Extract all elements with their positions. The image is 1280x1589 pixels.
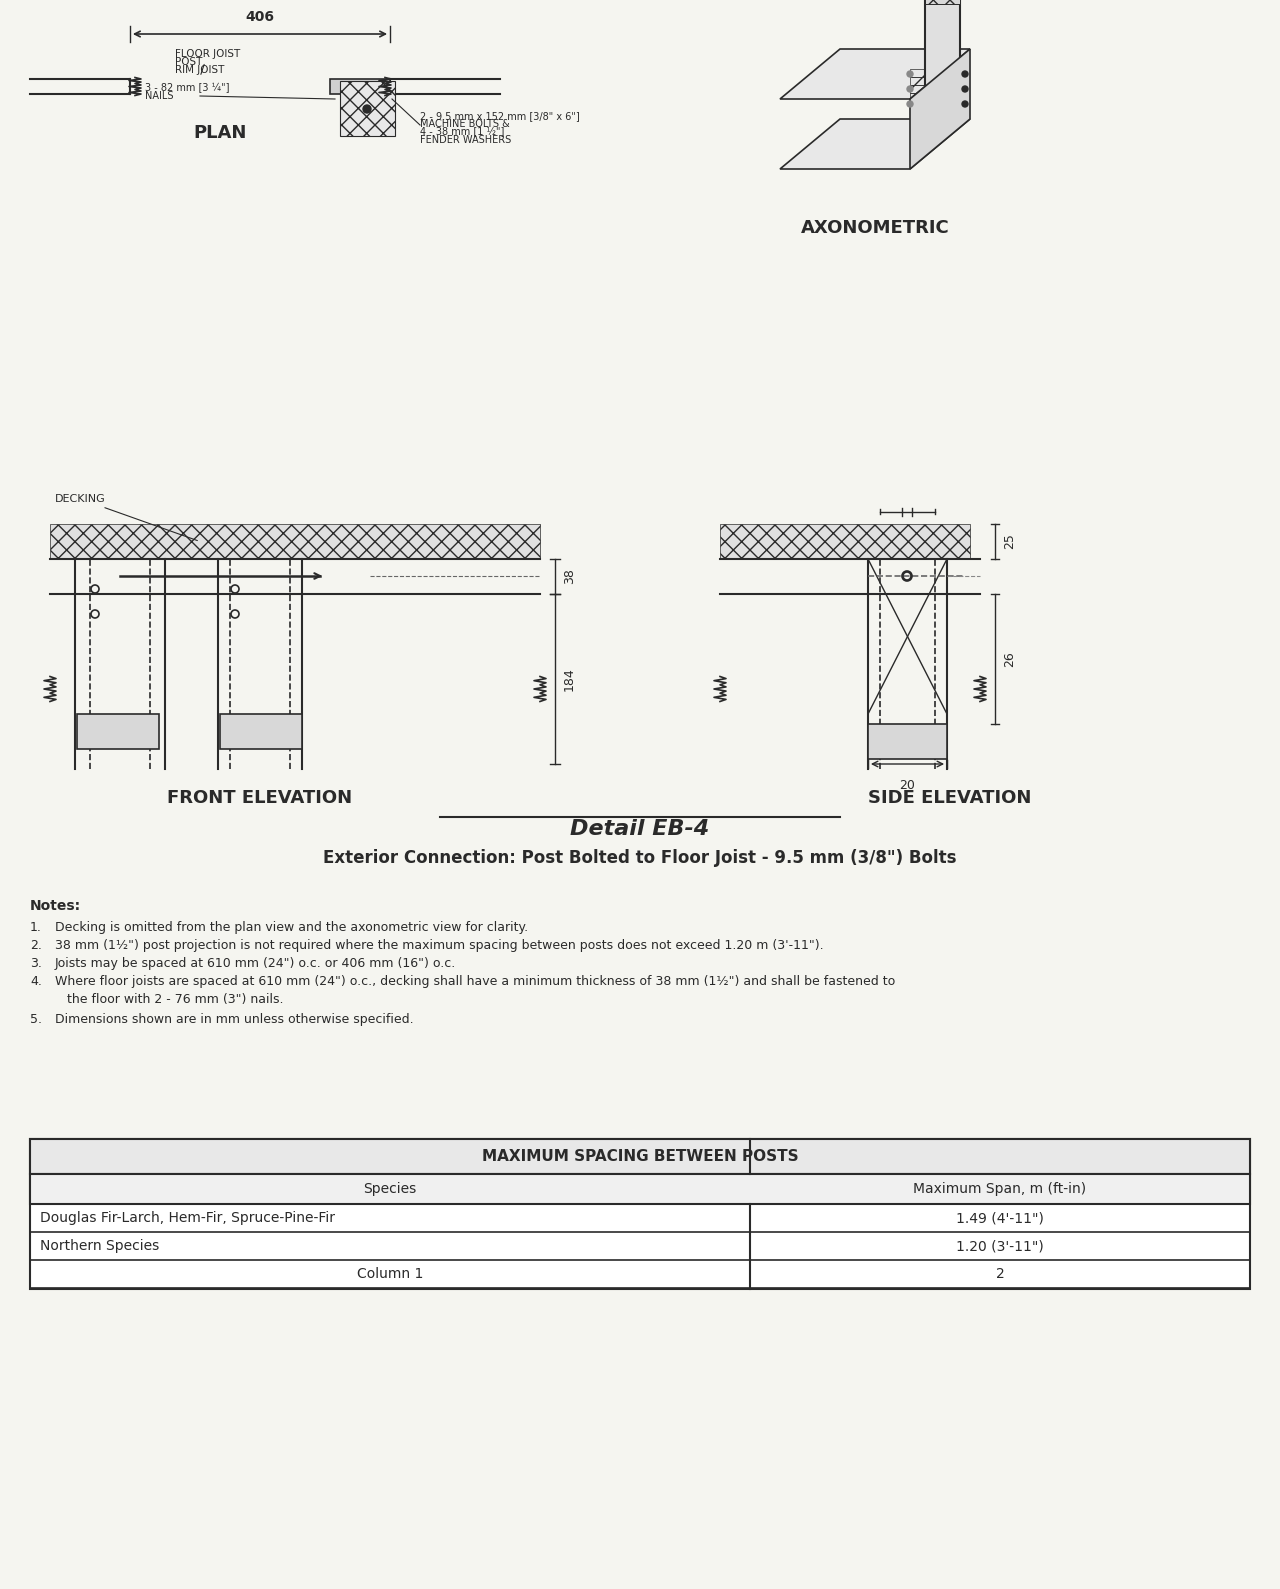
Text: 1.: 1. (29, 922, 42, 934)
Text: AXONOMETRIC: AXONOMETRIC (800, 219, 950, 237)
Text: 4 - 38 mm [1 ½"]: 4 - 38 mm [1 ½"] (420, 127, 504, 137)
Text: 4.: 4. (29, 976, 42, 988)
Bar (925, 0, 960, 5)
Circle shape (963, 102, 968, 106)
Text: Decking is omitted from the plan view and the axonometric view for clarity.: Decking is omitted from the plan view an… (55, 922, 529, 934)
Text: MAXIMUM SPACING BETWEEN POSTS: MAXIMUM SPACING BETWEEN POSTS (481, 1149, 799, 1165)
Circle shape (963, 72, 968, 76)
Bar (330, 79, 390, 94)
Text: Douglas Fir-Larch, Hem-Fir, Spruce-Pine-Fir: Douglas Fir-Larch, Hem-Fir, Spruce-Pine-… (40, 1211, 335, 1225)
Text: Exterior Connection: Post Bolted to Floor Joist - 9.5 mm (3/8") Bolts: Exterior Connection: Post Bolted to Floo… (324, 849, 956, 868)
Text: POST: POST (175, 57, 202, 67)
Text: Column 1: Column 1 (357, 1266, 424, 1281)
Text: FRONT ELEVATION: FRONT ELEVATION (168, 790, 352, 807)
Text: Maximum Span, m (ft-in): Maximum Span, m (ft-in) (914, 1182, 1087, 1197)
Bar (29, 1174, 1251, 1204)
Text: RIM JOIST: RIM JOIST (175, 65, 224, 75)
Text: 2.: 2. (29, 939, 42, 952)
Text: 5.: 5. (29, 1014, 42, 1026)
Bar (910, 84, 925, 94)
Text: 26: 26 (1004, 651, 1016, 667)
Polygon shape (780, 119, 970, 168)
Text: Joists may be spaced at 610 mm (24") o.c. or 406 mm (16") o.c.: Joists may be spaced at 610 mm (24") o.c… (55, 957, 456, 969)
Polygon shape (910, 49, 970, 168)
Text: NAILS: NAILS (145, 91, 174, 102)
Text: 3.: 3. (29, 957, 42, 969)
Bar (77, 713, 159, 748)
Circle shape (963, 86, 968, 92)
Text: Notes:: Notes: (29, 899, 81, 914)
Bar (925, 0, 960, 110)
Text: FLOOR JOIST: FLOOR JOIST (175, 49, 241, 75)
Text: 2 - 9.5 mm x 152 mm [3/8" x 6"]: 2 - 9.5 mm x 152 mm [3/8" x 6"] (420, 111, 580, 121)
Bar (220, 713, 302, 748)
Text: Dimensions shown are in mm unless otherwise specified.: Dimensions shown are in mm unless otherw… (55, 1014, 413, 1026)
Text: Where floor joists are spaced at 610 mm (24") o.c., decking shall have a minimum: Where floor joists are spaced at 610 mm … (55, 976, 895, 988)
Polygon shape (780, 49, 970, 99)
Circle shape (908, 102, 913, 106)
Text: 2: 2 (996, 1266, 1005, 1281)
Text: PLAN: PLAN (193, 124, 247, 141)
Bar (910, 94, 925, 102)
Text: SIDE ELEVATION: SIDE ELEVATION (868, 790, 1032, 807)
Text: 184: 184 (563, 667, 576, 691)
Text: 1.20 (3'-11"): 1.20 (3'-11") (956, 1239, 1044, 1254)
Text: FENDER WASHERS: FENDER WASHERS (420, 135, 511, 145)
Text: Species: Species (364, 1182, 416, 1197)
Bar (29, 1139, 1251, 1174)
Bar (719, 524, 970, 559)
Circle shape (364, 105, 371, 113)
Circle shape (908, 72, 913, 76)
Text: 406: 406 (246, 10, 274, 24)
Text: MACHINE BOLTS &: MACHINE BOLTS & (420, 119, 509, 129)
Text: 20: 20 (900, 779, 915, 791)
Text: 3 - 82 mm [3 ¼"]: 3 - 82 mm [3 ¼"] (145, 83, 229, 94)
Circle shape (908, 86, 913, 92)
Text: DECKING: DECKING (55, 494, 197, 540)
Bar (910, 76, 925, 84)
Bar (29, 1139, 1251, 1289)
Bar (910, 68, 925, 76)
Text: Northern Species: Northern Species (40, 1239, 159, 1254)
Text: 38 mm (1½") post projection is not required where the maximum spacing between po: 38 mm (1½") post projection is not requi… (55, 939, 823, 952)
Bar (910, 102, 925, 110)
Bar (868, 725, 947, 760)
Text: 1.49 (4'-11"): 1.49 (4'-11") (956, 1211, 1044, 1225)
Bar (50, 524, 540, 559)
Text: the floor with 2 - 76 mm (3") nails.: the floor with 2 - 76 mm (3") nails. (55, 993, 283, 1006)
Text: Detail EB-4: Detail EB-4 (571, 818, 709, 839)
Bar (340, 81, 396, 137)
Text: 25: 25 (1004, 534, 1016, 550)
Text: 38: 38 (563, 569, 576, 585)
